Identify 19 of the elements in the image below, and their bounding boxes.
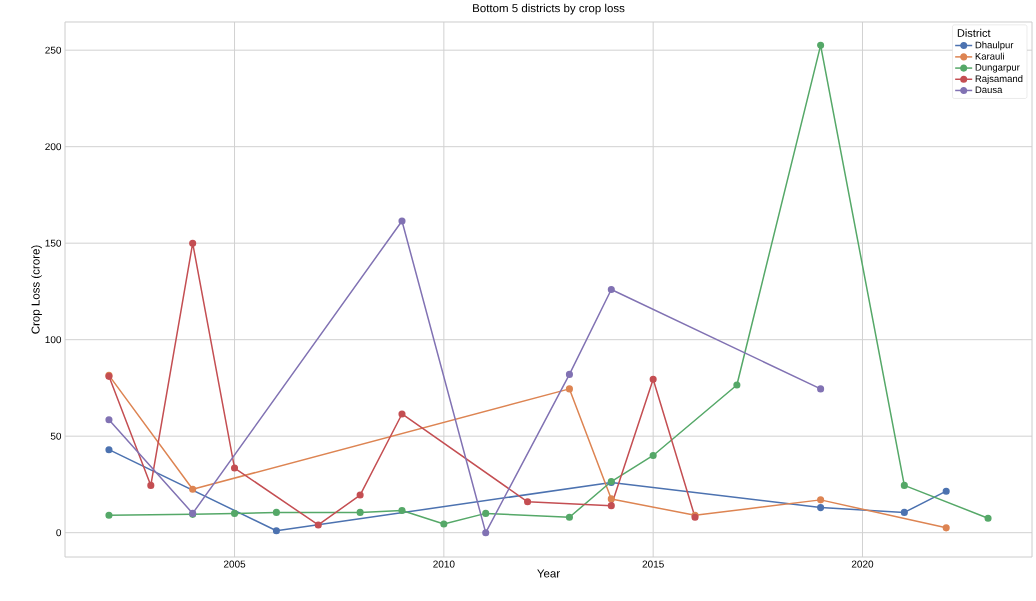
legend-label: Rajsamand [975,75,1023,84]
y-axis-title: Crop Loss (crore) [31,245,42,334]
legend-label: Dungarpur [975,64,1020,73]
legend-label: Dhaulpur [975,41,1014,51]
x-axis-title: Year [537,569,560,578]
y-tick-label: 250 [45,46,62,54]
y-tick-label: 200 [45,143,62,151]
y-tick-label: 100 [45,336,62,344]
chart-title: Bottom 5 districts by crop loss [473,3,625,15]
x-tick-label: 2015 [642,560,664,568]
y-tick-label: 0 [56,529,62,537]
legend-label: Dausa [975,86,1003,94]
legend-label: Karauli [975,52,1004,60]
y-tick-label: 50 [50,432,62,440]
x-tick-label: 2005 [223,560,246,568]
x-tick-label: 2020 [851,560,874,568]
legend-title: District [957,28,991,37]
x-tick-label: 2010 [433,560,455,568]
y-tick-label: 150 [45,239,62,247]
